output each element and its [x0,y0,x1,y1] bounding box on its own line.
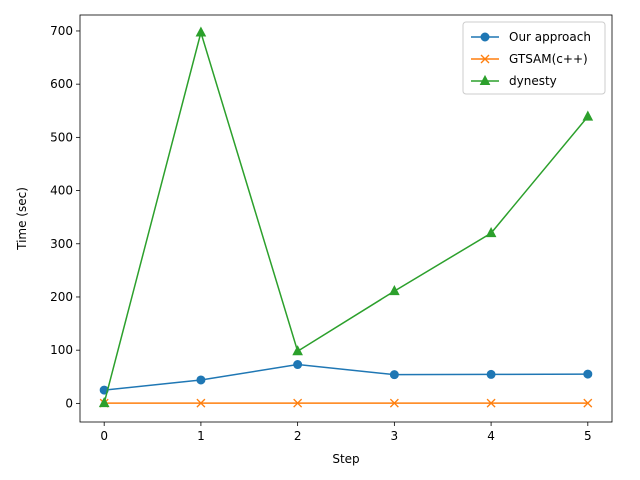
data-point [389,285,400,296]
data-point [293,398,303,408]
legend-label: GTSAM(c++) [509,52,588,66]
axes-frame [79,14,613,423]
legend-label: dynesty [509,74,557,88]
data-point [196,398,206,408]
legend-marker [479,74,491,85]
x-tick-label: 5 [584,429,592,443]
data-point [293,360,303,370]
y-tick-label: 500 [50,130,73,144]
data-point [583,369,593,379]
x-tick-label: 1 [197,429,205,443]
data-point [292,345,303,356]
data-point [196,375,206,385]
y-tick-label: 300 [50,237,73,251]
data-point [582,110,594,121]
data-point [583,398,593,408]
series-2 [98,26,594,408]
y-tick-label: 400 [50,184,73,198]
data-point [389,398,399,408]
series-0 [99,360,593,395]
legend: Our approach GTSAM(c++) dynesty [462,21,606,95]
y-tick-label: 200 [50,290,73,304]
x-tick-label: 4 [487,429,495,443]
legend-entry: Our approach [471,30,591,44]
y-tick-label: 100 [50,343,73,357]
y-axis-label: Time (sec) [15,187,29,251]
x-tick-label: 3 [391,429,399,443]
y-tick-label: 0 [65,396,73,410]
x-axis-label: Step [332,452,359,466]
x-tick-label: 0 [100,429,108,443]
data-point [486,369,496,379]
x-tick-label: 2 [294,429,302,443]
y-tick-label: 700 [50,24,73,38]
legend-marker [480,54,490,64]
plot-area [98,26,594,408]
series-line [103,29,589,404]
legend-entry: dynesty [471,74,557,88]
y-tick-label: 600 [50,77,73,91]
data-point [389,370,399,380]
series-line [104,363,588,391]
data-point [486,398,496,408]
legend-marker [480,32,490,42]
legend-entry: GTSAM(c++) [471,52,588,66]
axis-ticks: 0 1 2 3 4 5 0 100 200 300 400 500 600 700 [50,24,592,443]
legend-box [462,21,606,95]
data-point [485,227,497,238]
legend-label: Our approach [509,30,591,44]
data-point [195,26,207,37]
data-point [98,397,110,408]
